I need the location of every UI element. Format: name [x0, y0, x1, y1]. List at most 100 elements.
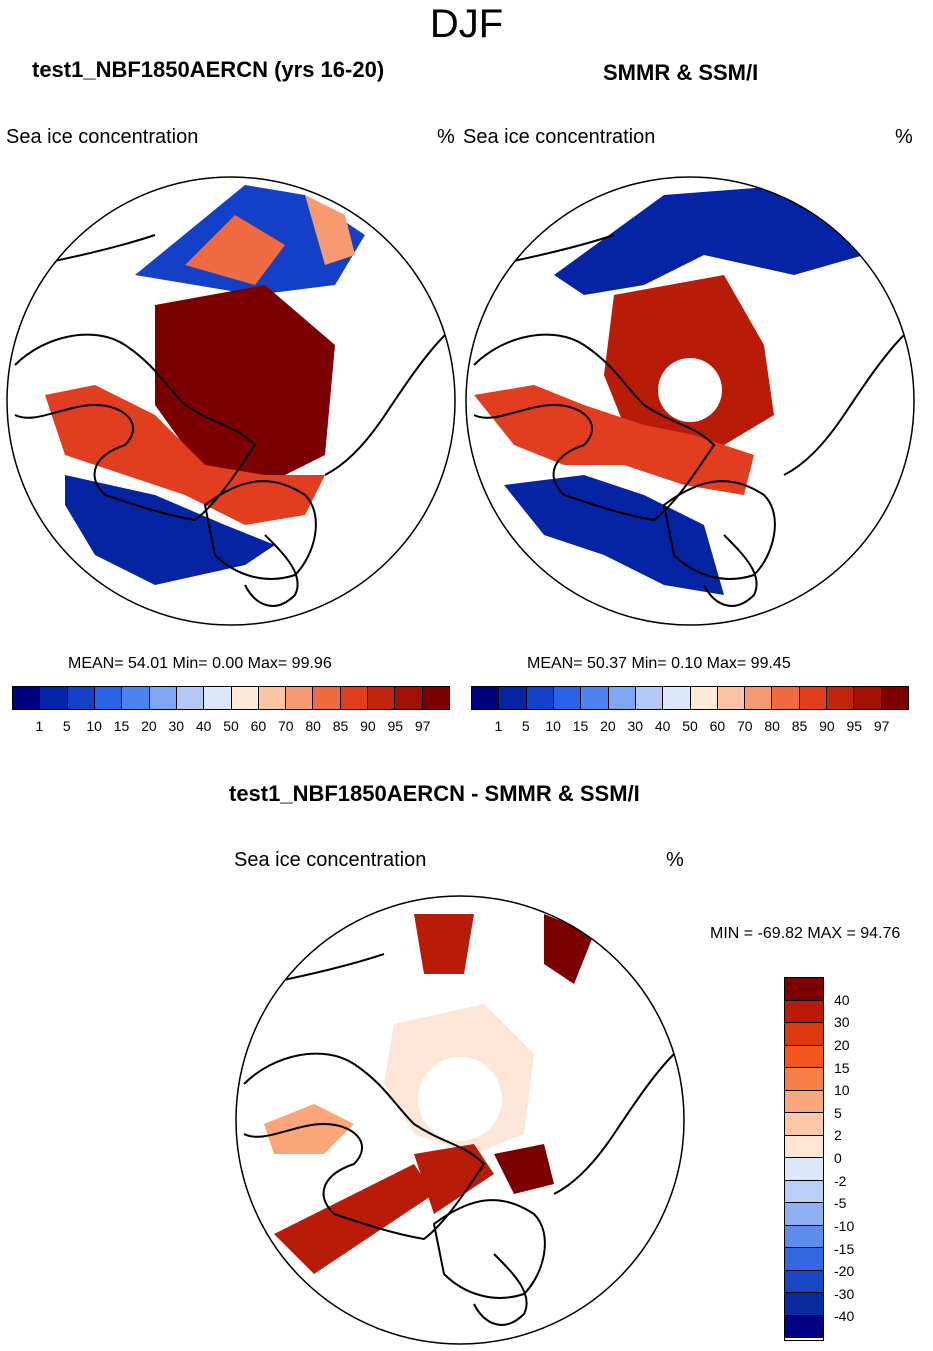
diff-colorbar-label-13: -30 — [834, 1285, 855, 1302]
diff-colorbar-swatch-9 — [785, 1180, 823, 1203]
panel1-colorbar-swatch-6 — [176, 687, 205, 709]
panel1-colorbar-swatch-14 — [395, 687, 423, 709]
panel2-colorbar-label-11: 85 — [791, 718, 808, 734]
panel2-colorbar-swatch-5 — [608, 687, 636, 709]
panel1-colorbar-swatch-5 — [149, 687, 177, 709]
diff-colorbar-label-2: 20 — [834, 1036, 850, 1053]
panel1-colorbar-swatch-11 — [313, 687, 341, 709]
panel2-colorbar-swatch-1 — [499, 687, 527, 709]
panel2-ice-atlantic-low — [504, 475, 724, 595]
panel2-map — [465, 176, 915, 626]
panel1-colorbar-label-6: 40 — [195, 718, 212, 734]
panel2-colorbar-swatch-4 — [581, 687, 609, 709]
panel1-colorbar-label-10: 80 — [305, 718, 321, 734]
panel1-colorbar-swatch-15 — [422, 687, 449, 709]
panel2-pole-hole — [658, 358, 722, 422]
diff-units-label: % — [666, 849, 684, 871]
panel2-colorbar — [471, 686, 909, 710]
diff-colorbar-swatch-13 — [785, 1270, 823, 1293]
diff-colorbar-swatch-2 — [785, 1023, 823, 1046]
diff-colorbar-label-6: 2 — [834, 1127, 842, 1144]
panel1-colorbar-label-4: 20 — [141, 718, 157, 734]
diff-coast-scandinavia — [473, 1253, 528, 1326]
panel2-coast-russia — [783, 334, 905, 476]
panel1-colorbar-label-0: 1 — [35, 718, 44, 734]
panel1-stats: MEAN= 54.01 Min= 0.00 Max= 99.96 — [68, 655, 332, 672]
panel1-coast-russia — [324, 334, 446, 476]
diff-colorbar-label-10: -10 — [834, 1217, 855, 1234]
diff-coast-canada — [243, 1052, 486, 1241]
panel1-colorbar-label-11: 85 — [332, 718, 349, 734]
panel1-colorbar-label-12: 90 — [360, 718, 376, 734]
panel2-colorbar-swatch-8 — [690, 687, 718, 709]
panel1-ice-central — [155, 285, 335, 485]
diff-colorbar-swatch-0 — [785, 978, 823, 1001]
panel1-colorbar-swatch-10 — [286, 687, 314, 709]
panel2-colorbar-swatch-12 — [799, 687, 828, 709]
panel1-colorbar-label-5: 30 — [168, 718, 185, 734]
panel2-stats: MEAN= 50.37 Min= 0.10 Max= 99.45 — [527, 655, 791, 672]
panel1-coast-alaska — [34, 234, 156, 266]
diff-colorbar-swatch-1 — [785, 1000, 823, 1023]
panel1-colorbar-label-13: 95 — [387, 718, 404, 734]
panel1-colorbar-swatch-2 — [67, 687, 95, 709]
panel1-colorbar-label-14: 97 — [414, 718, 431, 734]
diff-colorbar-label-5: 5 — [834, 1104, 842, 1121]
panel1-colorbar — [12, 686, 450, 710]
diff-colorbar-label-4: 10 — [834, 1082, 850, 1099]
diff-coast-alaska — [263, 953, 385, 985]
panel1-colorbar-swatch-13 — [368, 687, 396, 709]
panel2-colorbar-swatch-7 — [663, 687, 691, 709]
panel1-ice-bering — [305, 195, 355, 265]
season-title: DJF — [429, 2, 504, 46]
panel1-colorbar-labels: 1 5 10 15 20 30 40 50 60 70 80 85 90 95 97 — [12, 718, 450, 736]
panel1-colorbar-swatch-0 — [13, 687, 41, 709]
diff-colorbar-swatch-7 — [785, 1135, 823, 1158]
panel1-title: test1_NBF1850AERCN (yrs 16-20) — [32, 57, 385, 82]
panel2-colorbar-swatch-13 — [827, 687, 855, 709]
panel1-colorbar-label-3: 15 — [113, 718, 130, 734]
panel2-coast-greenland — [662, 480, 776, 580]
panel1-variable-label: Sea ice concentration — [6, 126, 199, 148]
panel1-ice-atlantic-edge — [45, 385, 325, 525]
diff-labrador-positive — [274, 1164, 434, 1274]
diff-colorbar-labels: 40 30 20 15 10 5 2 0 -2 -5 -10 -15 -20 -30 -40 — [834, 977, 874, 1339]
diff-variable-label: Sea ice concentration — [234, 849, 427, 871]
panel2-colorbar-label-2: 10 — [545, 718, 561, 734]
diff-colorbar-label-12: -20 — [834, 1263, 855, 1280]
panel1-colorbar-swatch-3 — [94, 687, 123, 709]
panel2-colorbar-label-6: 40 — [654, 718, 671, 734]
panel2-variable-label: Sea ice concentration — [463, 126, 656, 148]
panel2-colorbar-swatch-14 — [854, 687, 882, 709]
diff-colorbar-label-7: 0 — [834, 1150, 842, 1166]
panel2-title: SMMR & SSM/I — [603, 60, 759, 85]
panel1-colorbar-label-8: 60 — [250, 718, 267, 734]
panel2-colorbar-labels: 1 5 10 15 20 30 40 50 60 70 80 85 90 95 97 — [471, 718, 909, 736]
diff-colorbar-label-1: 30 — [834, 1014, 850, 1031]
panel1-map — [6, 176, 456, 626]
diff-colorbar-label-8: -2 — [834, 1172, 847, 1189]
diff-colorbar-swatch-6 — [785, 1113, 823, 1136]
panel2-colorbar-label-13: 95 — [846, 718, 863, 734]
panel2-colorbar-swatch-3 — [553, 687, 582, 709]
panel2-colorbar-label-1: 5 — [521, 718, 530, 734]
panel1-colorbar-label-1: 5 — [62, 718, 71, 734]
panel1-coast-canada — [14, 333, 257, 522]
diff-colorbar-swatch-14 — [785, 1293, 823, 1316]
diff-baffin-small — [264, 1104, 354, 1154]
diff-greenland-sea-positive — [414, 1144, 494, 1214]
panel2-coast-canada — [473, 333, 716, 522]
diff-coast-greenland — [432, 1199, 546, 1299]
panel1-colorbar-swatch-1 — [40, 687, 68, 709]
diff-colorbar-label-14: -40 — [834, 1308, 855, 1325]
diff-colorbar-label-9: -5 — [834, 1195, 847, 1212]
panel2-colorbar-swatch-2 — [526, 687, 554, 709]
panel2-colorbar-swatch-15 — [881, 687, 908, 709]
diff-coast-russia — [553, 1053, 675, 1195]
diff-colorbar-swatch-4 — [785, 1068, 823, 1091]
panel2-colorbar-label-8: 60 — [709, 718, 726, 734]
diff-colorbar-swatch-10 — [785, 1203, 823, 1226]
diff-colorbar-swatch-8 — [785, 1158, 823, 1181]
panel1-units-label: % — [437, 126, 455, 148]
panel2-ice-atlantic-edge — [474, 385, 754, 495]
